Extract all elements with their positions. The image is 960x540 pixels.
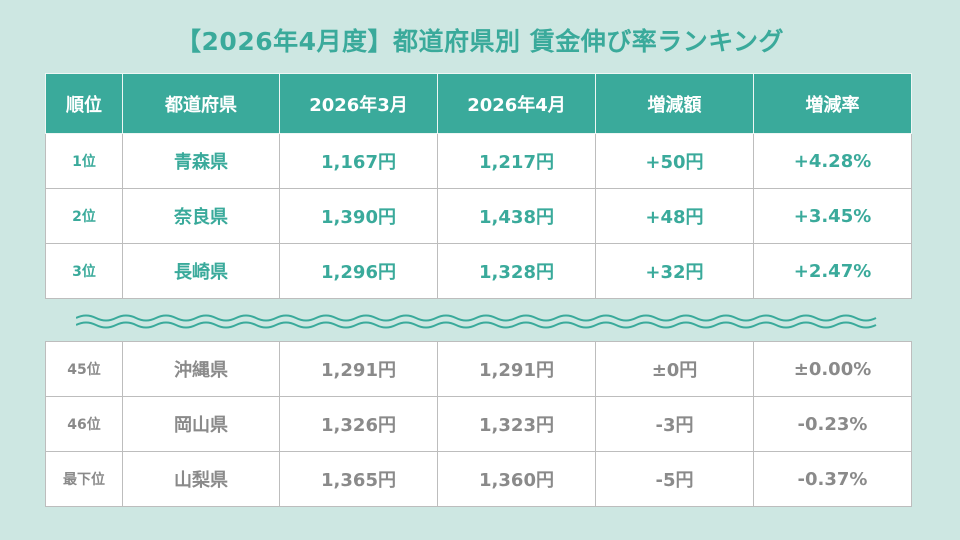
rank-cell: 46位 [45, 396, 123, 452]
rank-cell: 3位 [45, 243, 123, 299]
prefecture-cell: 山梨県 [122, 451, 280, 507]
header-march: 2026年3月 [279, 73, 438, 134]
rate-cell: +2.47% [753, 243, 912, 299]
bottom-ranking-table: 45位 沖縄県 1,291円 1,291円 ±0円 ±0.00% 46位 岡山県… [45, 341, 912, 507]
header-row: 順位 都道府県 2026年3月 2026年4月 増減額 増減率 [45, 73, 912, 134]
prefecture-cell: 沖縄県 [122, 341, 280, 397]
table-row: 46位 岡山県 1,326円 1,323円 -3円 -0.23% [45, 396, 912, 452]
rank-cell: 2位 [45, 188, 123, 244]
april-cell: 1,323円 [437, 396, 596, 452]
table-row: 1位 青森県 1,167円 1,217円 +50円 +4.28% [45, 133, 912, 189]
march-cell: 1,291円 [279, 341, 438, 397]
april-cell: 1,328円 [437, 243, 596, 299]
page-title: 【2026年4月度】都道府県別 賃金伸び率ランキング [176, 27, 784, 56]
rate-cell: +3.45% [753, 188, 912, 244]
march-cell: 1,326円 [279, 396, 438, 452]
wave-divider-icon [76, 314, 877, 329]
diff-cell: +50円 [595, 133, 754, 189]
diff-cell: ±0円 [595, 341, 754, 397]
rate-cell: +4.28% [753, 133, 912, 189]
diff-cell: +32円 [595, 243, 754, 299]
march-cell: 1,296円 [279, 243, 438, 299]
diff-cell: -5円 [595, 451, 754, 507]
march-cell: 1,390円 [279, 188, 438, 244]
april-cell: 1,438円 [437, 188, 596, 244]
rate-cell: ±0.00% [753, 341, 912, 397]
april-cell: 1,360円 [437, 451, 596, 507]
header-rank: 順位 [45, 73, 123, 134]
march-cell: 1,365円 [279, 451, 438, 507]
rank-cell: 1位 [45, 133, 123, 189]
prefecture-cell: 奈良県 [122, 188, 280, 244]
rank-cell: 45位 [45, 341, 123, 397]
rank-cell: 最下位 [45, 451, 123, 507]
prefecture-cell: 長崎県 [122, 243, 280, 299]
prefecture-cell: 岡山県 [122, 396, 280, 452]
diff-cell: -3円 [595, 396, 754, 452]
top-ranking-table: 順位 都道府県 2026年3月 2026年4月 増減額 増減率 1位 青森県 1… [45, 73, 912, 299]
rate-cell: -0.23% [753, 396, 912, 452]
table-row: 3位 長崎県 1,296円 1,328円 +32円 +2.47% [45, 243, 912, 299]
april-cell: 1,291円 [437, 341, 596, 397]
table-row: 45位 沖縄県 1,291円 1,291円 ±0円 ±0.00% [45, 341, 912, 397]
header-diff: 増減額 [595, 73, 754, 134]
header-prefecture: 都道府県 [122, 73, 280, 134]
header-april: 2026年4月 [437, 73, 596, 134]
table-row: 2位 奈良県 1,390円 1,438円 +48円 +3.45% [45, 188, 912, 244]
march-cell: 1,167円 [279, 133, 438, 189]
header-rate: 増減率 [753, 73, 912, 134]
table-row: 最下位 山梨県 1,365円 1,360円 -5円 -0.37% [45, 451, 912, 507]
april-cell: 1,217円 [437, 133, 596, 189]
prefecture-cell: 青森県 [122, 133, 280, 189]
rate-cell: -0.37% [753, 451, 912, 507]
diff-cell: +48円 [595, 188, 754, 244]
